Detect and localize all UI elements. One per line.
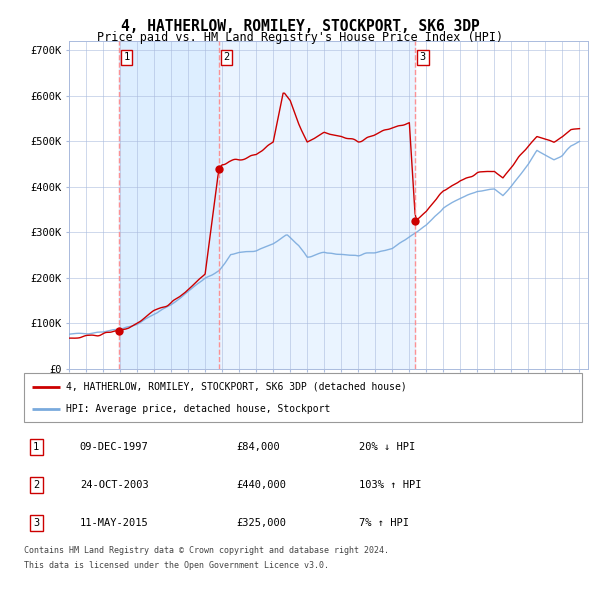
- Text: 1: 1: [33, 442, 40, 453]
- Text: This data is licensed under the Open Government Licence v3.0.: This data is licensed under the Open Gov…: [24, 560, 329, 569]
- Bar: [119, 41, 219, 369]
- Text: Contains HM Land Registry data © Crown copyright and database right 2024.: Contains HM Land Registry data © Crown c…: [24, 546, 389, 555]
- Text: 09-DEC-1997: 09-DEC-1997: [80, 442, 149, 453]
- Text: 20% ↓ HPI: 20% ↓ HPI: [359, 442, 415, 453]
- Text: 24-OCT-2003: 24-OCT-2003: [80, 480, 149, 490]
- FancyBboxPatch shape: [24, 373, 582, 422]
- Text: 2: 2: [33, 480, 40, 490]
- Bar: [219, 41, 415, 369]
- Text: 1: 1: [123, 53, 130, 62]
- Text: 4, HATHERLOW, ROMILEY, STOCKPORT, SK6 3DP: 4, HATHERLOW, ROMILEY, STOCKPORT, SK6 3D…: [121, 19, 479, 34]
- Text: 4, HATHERLOW, ROMILEY, STOCKPORT, SK6 3DP (detached house): 4, HATHERLOW, ROMILEY, STOCKPORT, SK6 3D…: [66, 382, 407, 392]
- Text: HPI: Average price, detached house, Stockport: HPI: Average price, detached house, Stoc…: [66, 404, 330, 414]
- Text: 103% ↑ HPI: 103% ↑ HPI: [359, 480, 421, 490]
- Text: £325,000: £325,000: [236, 518, 286, 528]
- Text: 3: 3: [33, 518, 40, 528]
- Text: 3: 3: [420, 53, 426, 62]
- Text: 11-MAY-2015: 11-MAY-2015: [80, 518, 149, 528]
- Text: 7% ↑ HPI: 7% ↑ HPI: [359, 518, 409, 528]
- Text: £440,000: £440,000: [236, 480, 286, 490]
- Text: £84,000: £84,000: [236, 442, 280, 453]
- Text: Price paid vs. HM Land Registry's House Price Index (HPI): Price paid vs. HM Land Registry's House …: [97, 31, 503, 44]
- Text: 2: 2: [223, 53, 229, 62]
